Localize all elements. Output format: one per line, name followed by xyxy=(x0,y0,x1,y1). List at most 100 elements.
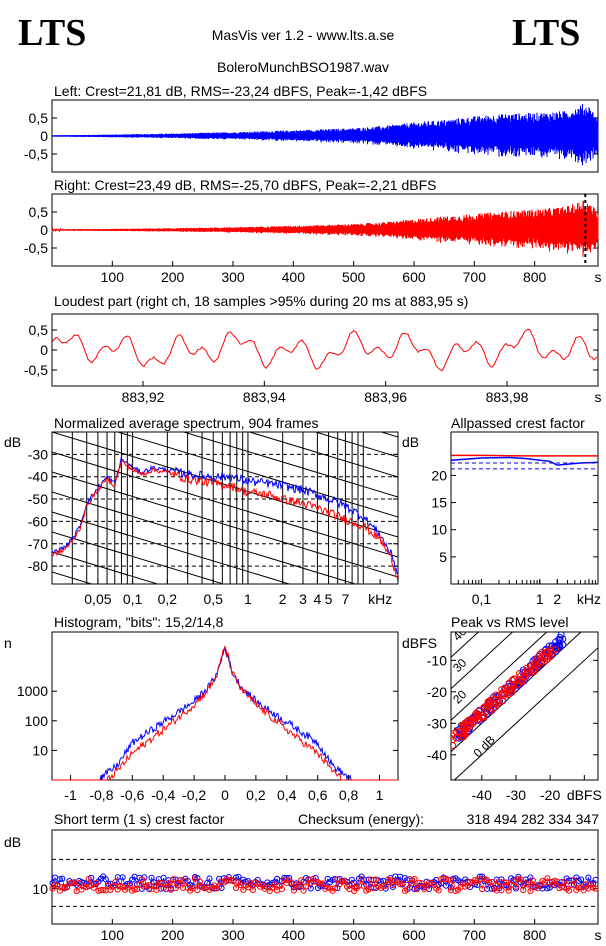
spectrum-slope-line xyxy=(116,432,398,518)
short-term-point-red xyxy=(510,878,517,885)
short-term-point-red xyxy=(505,887,512,894)
xtick-label: 800 xyxy=(523,927,547,943)
short-term-point-red xyxy=(85,875,92,883)
xtick-label: 100 xyxy=(101,927,125,943)
spectrum-series-red xyxy=(52,459,398,583)
ytick-label: -0,5 xyxy=(24,362,48,378)
histogram-title: Histogram, "bits": 15,2/14,8 xyxy=(54,614,224,630)
peak-rms-point-red xyxy=(463,729,471,737)
short-term-point-red xyxy=(182,878,189,885)
xtick-label: 0,05 xyxy=(84,591,111,607)
xtick-label: 1 xyxy=(536,591,544,607)
short-term-point-red xyxy=(170,876,177,883)
xtick-label: -1 xyxy=(64,787,77,803)
peak-rms-point-red xyxy=(533,663,541,671)
peak-rms-point-red xyxy=(526,667,534,675)
ytick-label: -40 xyxy=(28,469,48,485)
allpassed-crest-ylabel: dB xyxy=(402,434,419,450)
short-term-point-red xyxy=(512,883,520,890)
xtick-label: -0,4 xyxy=(151,787,175,803)
ytick-label: -40 xyxy=(427,747,447,763)
peak-rms-point-red xyxy=(460,729,468,737)
short-term-point-red xyxy=(196,878,203,885)
peak-rms-point-red xyxy=(469,720,477,728)
crest-series-red xyxy=(451,454,598,457)
short-term-crest-title: Short term (1 s) crest factor xyxy=(54,811,225,827)
ytick-label: -50 xyxy=(28,491,48,507)
peak-rms-point-red xyxy=(498,686,506,694)
peak-rms-point-red xyxy=(495,696,503,704)
allpassed-crest-title: Allpassed crest factor xyxy=(451,415,585,431)
ytick-label: 0 xyxy=(40,128,48,144)
xtick-label: 200 xyxy=(161,269,185,285)
short-term-point-red xyxy=(348,881,355,888)
left-channel-title: Left: Crest=21,81 dB, RMS=-23,24 dBFS, P… xyxy=(54,83,427,99)
xtick-label: -40 xyxy=(472,787,492,803)
peak-vs-rms-frame xyxy=(450,631,599,781)
short-term-point-red xyxy=(278,885,285,893)
peak-vs-rms-ylabel: dBFS xyxy=(402,635,437,651)
short-term-series-red xyxy=(52,877,596,893)
short-term-point-red xyxy=(249,886,257,893)
short-term-point-blue xyxy=(206,875,213,882)
avg-spectrum-title: Normalized average spectrum, 904 frames xyxy=(54,415,319,431)
ytick-label: 0 xyxy=(40,342,48,358)
ytick-label: 5 xyxy=(439,549,447,565)
crest-diagonal-0 xyxy=(453,647,598,780)
spectrum-slope-line xyxy=(313,432,398,458)
ytick-label: -30 xyxy=(28,446,48,462)
peak-rms-point-red xyxy=(451,736,457,744)
ytick-label: 10 xyxy=(32,881,48,897)
spectrum-slope-line xyxy=(52,272,398,377)
short-term-point-red xyxy=(570,877,577,884)
ytick-label: 0 xyxy=(40,222,48,238)
short-term-point-red xyxy=(109,883,117,890)
short-term-point-red xyxy=(450,877,457,884)
short-term-point-red xyxy=(515,875,522,883)
short-term-point-red xyxy=(153,886,160,893)
xtick-label: 2 xyxy=(279,591,287,607)
peak-rms-point-red xyxy=(515,670,523,678)
short-term-point-red xyxy=(331,885,339,892)
short-term-point-red xyxy=(298,877,305,884)
peak-rms-point-red xyxy=(520,673,528,681)
spectrum-slope-line xyxy=(52,592,398,697)
xtick-label: 0,1 xyxy=(472,591,492,607)
ytick-label: 10 xyxy=(431,522,447,538)
xtick-label: 5 xyxy=(325,591,333,607)
xtick-label: 0,6 xyxy=(308,787,328,803)
peak-rms-point-blue xyxy=(519,666,527,674)
spectrum-slope-line xyxy=(52,672,398,777)
ytick-label: -10 xyxy=(427,652,447,668)
ytick-label: 0,5 xyxy=(29,110,49,126)
xtick-label: 0,8 xyxy=(339,787,359,803)
ytick-label: 10 xyxy=(32,742,48,758)
xtick-label: 0,2 xyxy=(246,787,266,803)
xtick-label: -20 xyxy=(540,787,560,803)
right-channel-title: Right: Crest=23,49 dB, RMS=-25,70 dBFS, … xyxy=(54,177,436,193)
short-term-point-red xyxy=(76,880,83,887)
short-term-point-red xyxy=(334,876,341,883)
short-term-point-red xyxy=(565,887,573,894)
xtick-label: dBFS xyxy=(567,787,602,803)
peak-rms-point-red xyxy=(548,649,556,657)
peak-rms-point-red xyxy=(484,698,492,706)
short-term-point-red xyxy=(520,886,527,893)
ytick-label: -0,5 xyxy=(24,240,48,256)
peak-rms-point-blue xyxy=(559,635,567,643)
xtick-label: 883,96 xyxy=(364,389,407,405)
short-term-point-blue xyxy=(273,875,281,882)
xtick-label: 0 xyxy=(221,787,229,803)
xtick-label: s xyxy=(595,269,602,285)
short-term-point-red xyxy=(413,886,421,893)
short-term-point-red xyxy=(302,883,310,890)
peak-rms-point-red xyxy=(500,692,508,700)
crest-diagonal-20 xyxy=(451,632,548,721)
ytick-label: -70 xyxy=(28,536,48,552)
peak-rms-point-red xyxy=(510,675,518,683)
peak-rms-point-red xyxy=(485,697,493,705)
peak-rms-point-red xyxy=(472,709,480,717)
avg-spectrum-ylabel: dB xyxy=(4,434,21,450)
peak-rms-point-blue xyxy=(555,635,563,643)
